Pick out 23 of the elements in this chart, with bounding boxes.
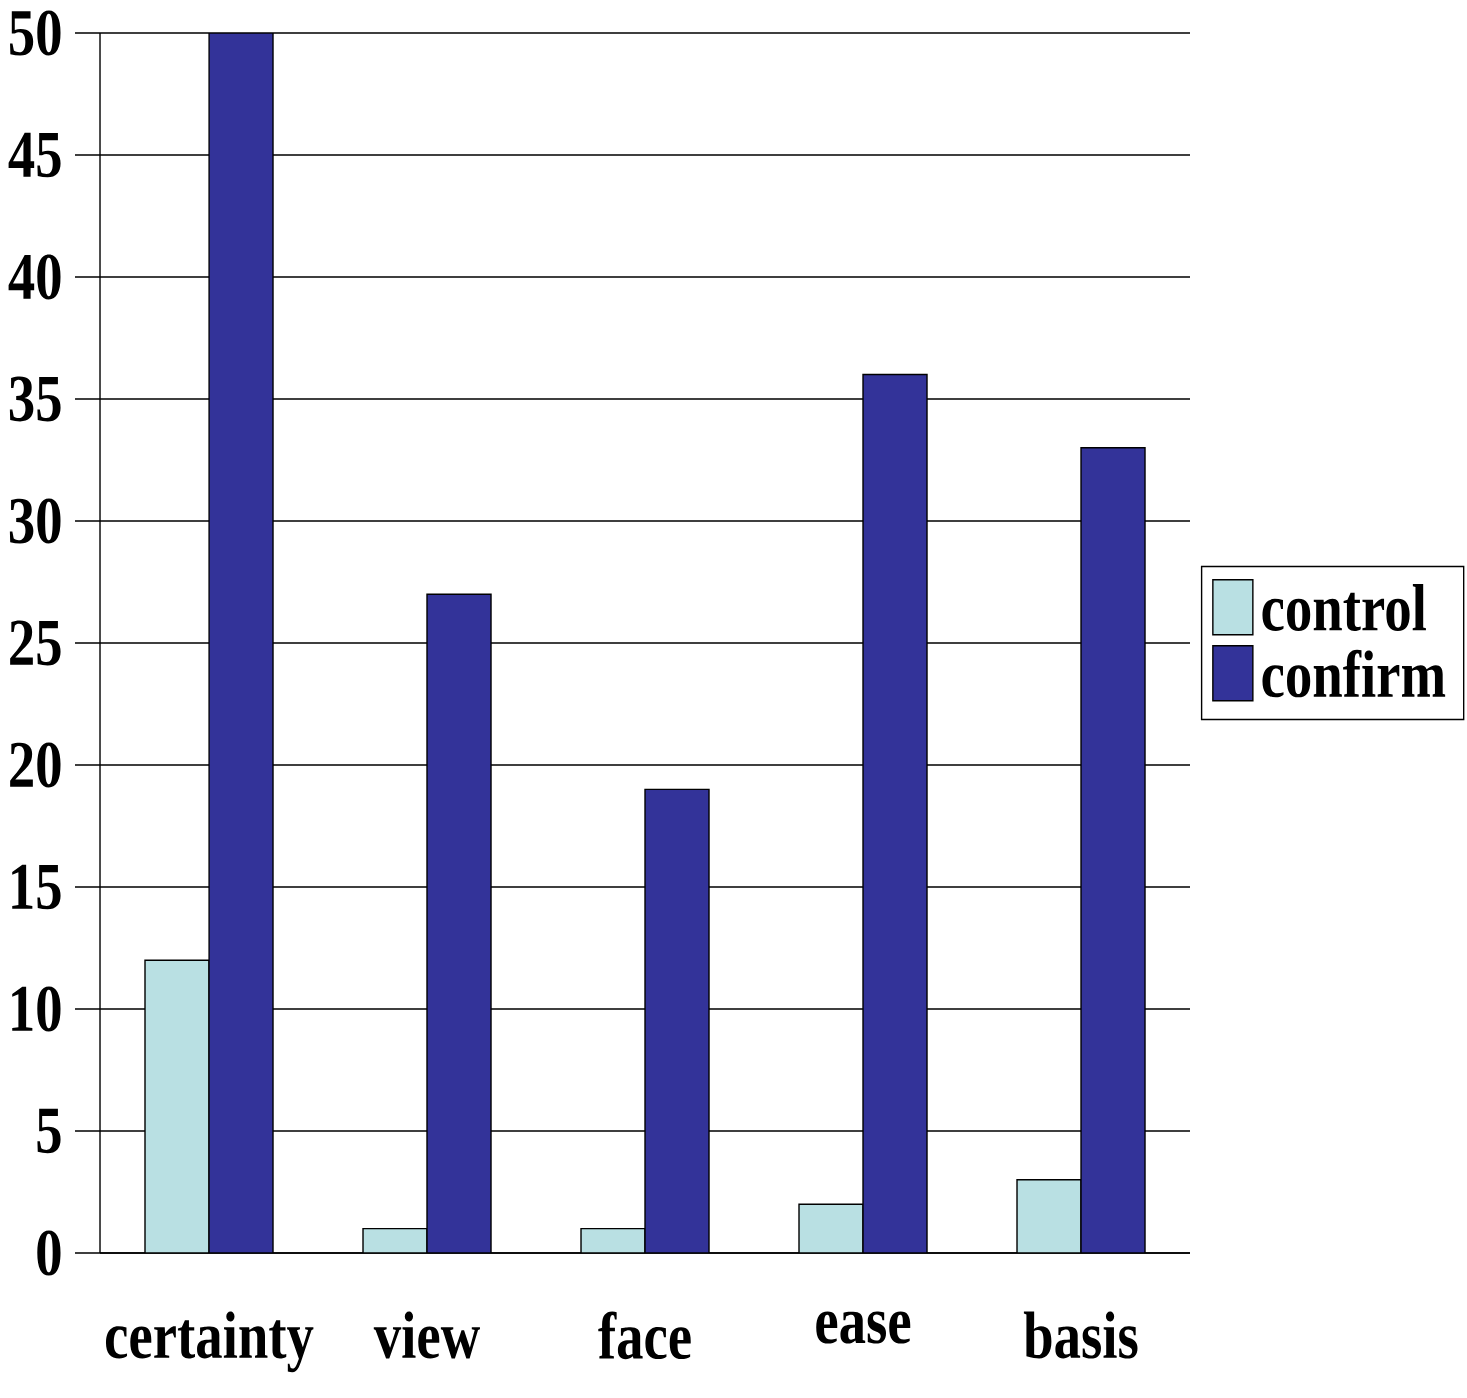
- legend-label: confirm: [1262, 649, 1446, 698]
- y-tick-label: 40: [8, 254, 61, 300]
- bar: [1016, 1179, 1082, 1253]
- bar: [144, 959, 210, 1253]
- x-tick-label: basis: [1023, 1311, 1138, 1359]
- y-tick-label: 35: [9, 376, 61, 422]
- x-tick-label: view: [373, 1311, 480, 1359]
- y-tick-label: 30: [9, 498, 61, 544]
- y-tick-label: 15: [12, 864, 61, 910]
- y-tick-label: 25: [10, 620, 61, 666]
- legend-label: control: [1262, 584, 1426, 631]
- bar: [580, 1227, 646, 1253]
- x-tick-label: ease: [816, 1311, 911, 1344]
- y-tick-label: 0: [37, 1230, 61, 1276]
- y-tick-label: 45: [8, 132, 61, 178]
- x-tick-label: face: [598, 1311, 691, 1360]
- y-tick-label: 5: [37, 1108, 61, 1154]
- y-tick-label: 10: [12, 986, 61, 1032]
- x-tick-label: certainty: [105, 1311, 314, 1373]
- y-tick-label: 50: [10, 10, 61, 56]
- y-tick-label: 20: [10, 742, 61, 788]
- bar: [362, 1227, 428, 1253]
- bar: [798, 1203, 864, 1253]
